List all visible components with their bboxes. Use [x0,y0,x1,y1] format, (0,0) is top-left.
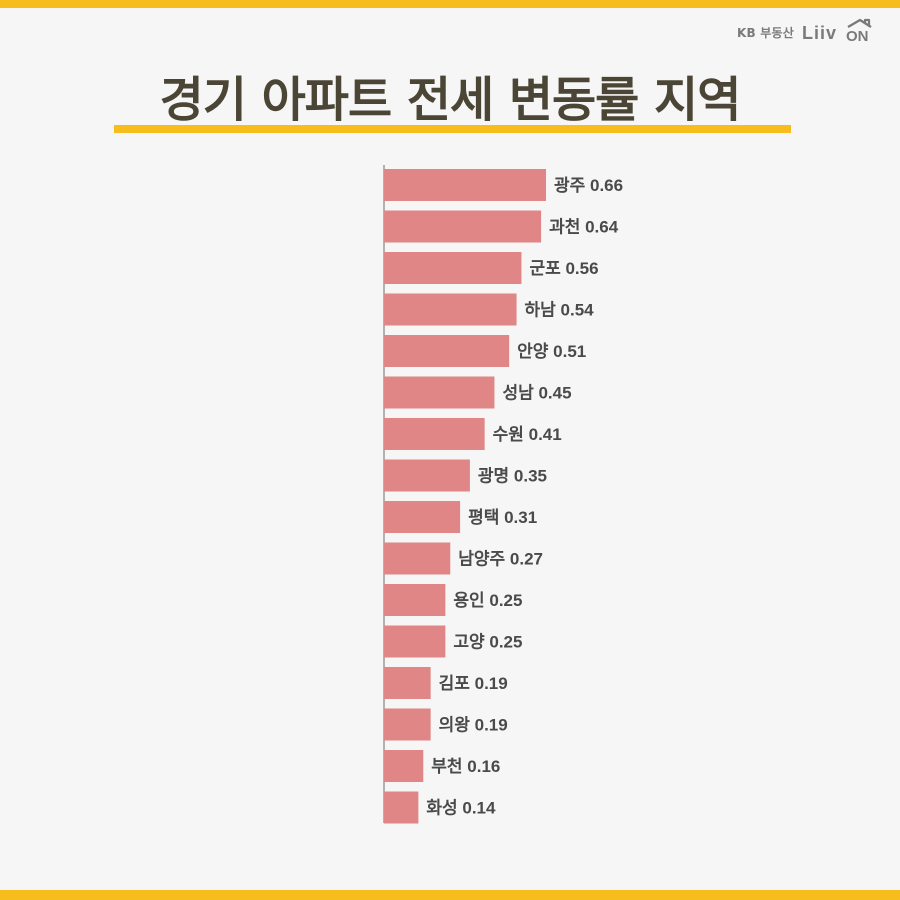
bar-16 [384,791,419,824]
bar-10 [384,542,451,575]
page-title: 경기 아파트 전세 변동률 지역 [159,72,742,128]
bar-12 [384,625,446,658]
brand-header: KB 부동산 Liiv ON [737,18,882,46]
bar-label-11: 용인 0.25 [453,591,522,610]
bar-9 [384,501,461,533]
bar-3 [384,252,522,284]
bar-14 [384,708,431,741]
bar-label-16: 화성 0.14 [426,799,496,818]
bar-label-12: 고양 0.25 [453,633,522,652]
bar-label-14: 의왕 0.19 [439,716,508,735]
bar-label-5: 안양 0.51 [517,342,586,361]
bar-8 [384,459,470,492]
title-wrapper: 경기 아파트 전세 변동률 지역 [0,64,900,144]
bar-label-8: 광명 0.35 [478,467,547,486]
bar-chart: 광주 0.66 과천 0.64 군포 0.56 하남 0.54 안양 0.51 성남 0.… [383,165,623,824]
bar-label-9: 평택 0.31 [468,508,537,527]
bar-label-1: 광주 0.66 [554,176,623,195]
svg-text:ON: ON [846,28,869,45]
bar-13 [384,667,431,699]
bar-7 [384,418,485,450]
bar-label-7: 수원 0.41 [493,425,562,444]
bar-label-4: 하남 0.54 [525,301,595,320]
chart-container: 광주 0.66 과천 0.64 군포 0.56 하남 0.54 안양 0.51 성남 0.… [0,155,900,835]
bar-5 [384,335,510,367]
bottom-accent-bar [0,890,900,900]
bar-15 [384,750,424,782]
bar-2 [384,210,542,243]
bar-4 [384,293,517,326]
house-roof-icon: Liiv ON [802,18,872,45]
bar-11 [384,584,446,616]
bar-label-10: 남양주 0.27 [458,550,543,569]
bar-label-15: 부천 0.16 [431,757,500,776]
title-underline [114,125,791,133]
bar-label-13: 김포 0.19 [439,674,508,693]
top-accent-bar [0,0,900,8]
bar-label-2: 과천 0.64 [549,218,619,237]
bar-label-3: 군포 0.56 [529,259,598,278]
bar-label-6: 성남 0.45 [502,384,571,403]
bar-6 [384,376,495,409]
bar-1 [384,169,546,201]
brand-company-text: KB 부동산 [737,25,794,40]
svg-text:Liiv: Liiv [802,23,837,43]
